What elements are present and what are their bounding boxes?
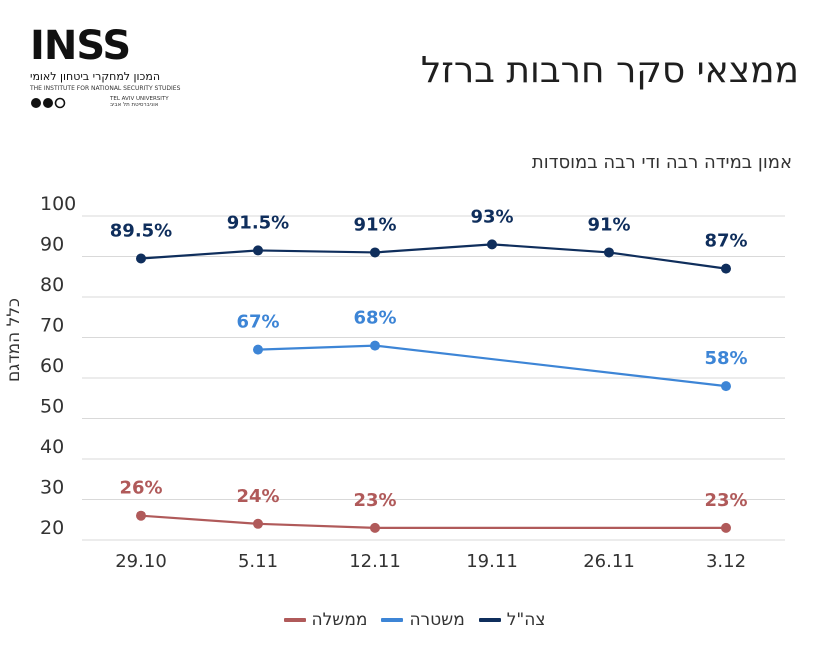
- data-label: 91%: [587, 214, 630, 235]
- data-point: [370, 247, 380, 258]
- data-point: [721, 522, 731, 533]
- data-label: 26%: [119, 478, 162, 499]
- legend-label: צה"ל: [506, 610, 546, 630]
- x-tick-label: 29.10: [115, 551, 167, 572]
- y-tick-label: 60: [40, 355, 64, 377]
- y-tick-label: 20: [40, 517, 64, 539]
- chart-legend: צה"ל משטרה ממשלה: [0, 610, 829, 630]
- legend-item: משטרה: [381, 610, 465, 630]
- data-label: 89.5%: [110, 221, 172, 242]
- y-tick-label: 30: [40, 477, 64, 499]
- inss-logo: INSS המכון למחקרי ביטחון לאומי THE INSTI…: [30, 24, 180, 114]
- legend-swatch: [381, 618, 404, 622]
- data-point: [136, 510, 146, 521]
- y-tick-label: 50: [40, 396, 64, 418]
- series-line: [257, 344, 727, 388]
- legend-swatch: [283, 618, 306, 622]
- data-point: [721, 263, 731, 274]
- legend-item: ממשלה: [283, 610, 368, 630]
- logo-hebrew-name: המכון למחקרי ביטחון לאומי: [30, 70, 161, 83]
- data-point: [136, 253, 146, 264]
- data-point: [370, 522, 380, 533]
- x-tick-label: 5.11: [238, 551, 278, 572]
- series-line: [140, 243, 727, 270]
- x-tick-label: 12.11: [349, 551, 401, 572]
- data-label: 24%: [236, 486, 279, 507]
- data-point: [253, 344, 263, 355]
- data-label: 91%: [353, 214, 396, 235]
- data-label: 67%: [236, 312, 279, 333]
- data-point: [721, 381, 731, 392]
- data-point: [604, 247, 614, 258]
- data-point: [487, 239, 497, 250]
- legend-swatch: [478, 618, 501, 622]
- data-point: [253, 518, 263, 529]
- data-label: 68%: [353, 308, 396, 329]
- logo-wordmark: INSS: [30, 23, 131, 69]
- chart-subtitle: אמון במידה רבה ודי רבה במוסדות: [531, 152, 792, 173]
- legend-item: צה"ל: [478, 610, 546, 630]
- logo-circles-icon: [31, 97, 66, 109]
- data-label: 93%: [470, 206, 513, 227]
- data-point: [370, 340, 380, 351]
- page-title: ממצאי סקר חרבות ברזל: [420, 50, 799, 91]
- series-line: [140, 514, 726, 529]
- y-tick-label: 70: [40, 315, 64, 337]
- y-tick-label: 40: [40, 436, 64, 458]
- y-tick-label: 100: [40, 193, 76, 215]
- data-point: [253, 245, 263, 256]
- logo-tau-hebrew: אוניברסיטת תל אביב: [110, 102, 159, 108]
- legend-label: ממשלה: [311, 610, 368, 630]
- data-label: 23%: [353, 490, 396, 511]
- x-tick-label: 26.11: [583, 551, 635, 572]
- logo-english-name: THE INSTITUTE FOR NATIONAL SECURITY STUD…: [30, 85, 181, 92]
- x-tick-label: 3.12: [706, 551, 746, 572]
- y-tick-label: 90: [40, 234, 64, 256]
- x-tick-label: 19.11: [466, 551, 518, 572]
- data-label: 91.5%: [227, 212, 289, 233]
- data-label: 58%: [704, 348, 747, 369]
- logo-tau-text: TEL AVIV UNIVERSITY אוניברסיטת תל אביב: [110, 96, 169, 108]
- data-label: 87%: [704, 231, 747, 252]
- y-tick-label: 80: [40, 274, 64, 296]
- data-label: 23%: [704, 490, 747, 511]
- legend-label: משטרה: [409, 610, 465, 630]
- logo-tau-english: TEL AVIV UNIVERSITY: [110, 96, 169, 102]
